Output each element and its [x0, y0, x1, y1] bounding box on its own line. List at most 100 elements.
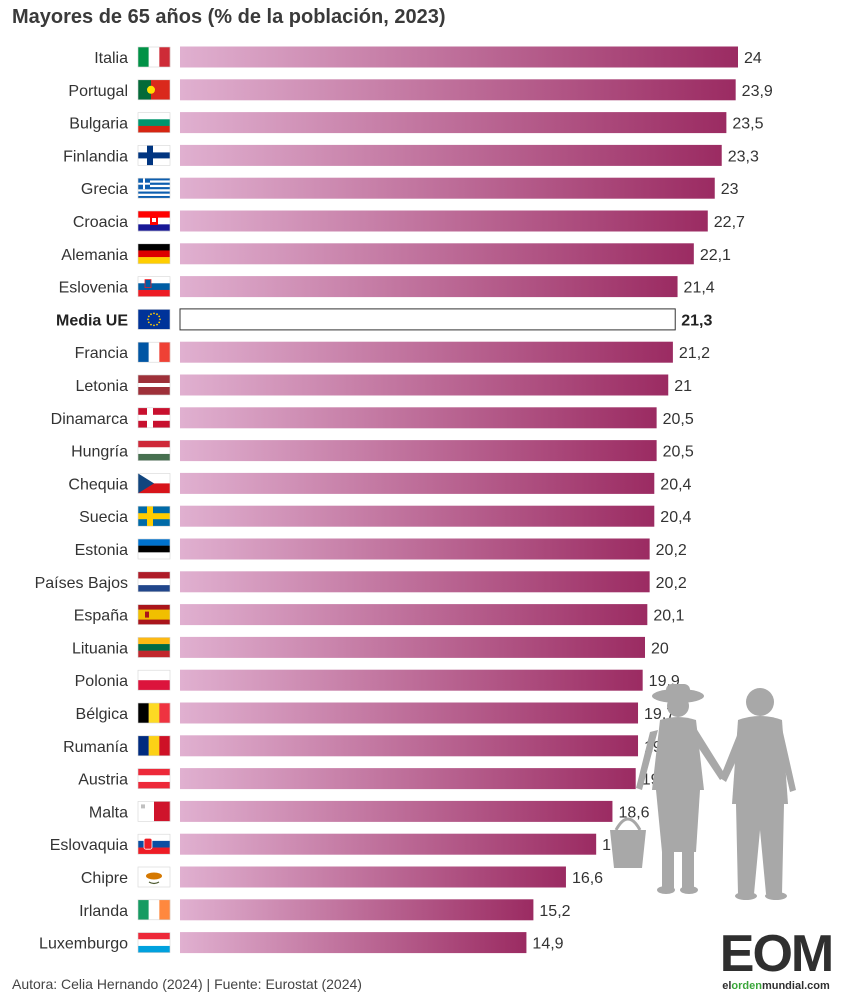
bar-row: Bulgaria 23,5	[69, 112, 764, 134]
bar	[180, 604, 648, 626]
bar-chart: Italia 24 Portugal 23,9 Bulgaria 23,5 Finlandi…	[35, 46, 773, 954]
bar-row: Letonia 21	[76, 374, 692, 396]
bar-row: Grecia 23	[81, 177, 739, 199]
bar-row: Austria19,6	[78, 768, 673, 790]
bar-row: Lituania 20	[72, 636, 669, 658]
value-label: 21	[674, 378, 692, 395]
lithuania-flag-icon	[137, 637, 171, 658]
value-label: 14,9	[532, 936, 563, 953]
value-label: 21,3	[681, 312, 712, 329]
category-label: Eslovaquia	[50, 837, 128, 854]
bar-row: Chipre 16,6	[81, 866, 603, 888]
bar	[180, 636, 645, 658]
bar	[180, 407, 657, 429]
category-label: Dinamarca	[51, 411, 128, 428]
slovenia-flag-icon	[137, 276, 171, 297]
category-label: Grecia	[81, 181, 128, 198]
bar	[180, 276, 678, 298]
bar-row: Italia 24	[94, 46, 762, 68]
chart-title: Mayores de 65 años (% de la población, 2…	[12, 6, 446, 28]
poland-flag-icon	[137, 669, 171, 691]
value-label: 16,6	[572, 870, 603, 887]
bar-row: Eslovenia 21,4	[59, 276, 715, 298]
slovakia-flag-icon	[137, 833, 171, 855]
bar	[180, 833, 597, 855]
bar	[180, 46, 738, 68]
category-label: Estonia	[75, 542, 128, 559]
netherlands-flag-icon	[137, 571, 171, 593]
germany-flag-icon	[137, 243, 171, 265]
bar-row: Bélgica 19,7	[76, 702, 675, 724]
bar-row: Dinamarca 20,5	[51, 407, 694, 429]
austria-flag-icon	[137, 768, 171, 789]
bar-row: Hungría 20,5	[71, 440, 694, 462]
bar-row: Finlandia 23,3	[63, 144, 759, 166]
value-label: 15,2	[539, 903, 570, 920]
logo-url: elordenmundial.com	[722, 980, 830, 992]
portugal-flag-icon	[137, 79, 171, 101]
category-label: Malta	[89, 804, 128, 821]
category-label: España	[74, 608, 128, 625]
latvia-flag-icon	[137, 374, 171, 396]
category-label: Chequia	[68, 476, 128, 493]
bar	[180, 735, 639, 757]
value-label: 20	[651, 640, 669, 657]
elderly-couple-icon	[610, 684, 796, 900]
bar-row: España 20,1	[74, 604, 685, 626]
bar-row: Chequia 20,4	[68, 472, 692, 494]
eom-logo: EOM elordenmundial.com	[712, 928, 840, 992]
value-label: 18,6	[618, 804, 649, 821]
bar	[180, 505, 655, 527]
bar-row: Irlanda 15,2	[79, 899, 571, 921]
bar-row: Eslovaquia17,9	[50, 833, 633, 855]
category-label: Austria	[78, 772, 128, 789]
value-label: 22,7	[714, 214, 745, 231]
category-label: Países Bajos	[35, 575, 128, 592]
category-label: Hungría	[71, 444, 128, 461]
category-label: Media UE	[56, 312, 128, 329]
category-label: Italia	[94, 50, 128, 67]
denmark-flag-icon	[137, 407, 171, 429]
category-label: Lituania	[72, 640, 128, 657]
category-label: Chipre	[81, 870, 128, 887]
bar	[180, 177, 715, 199]
bar	[180, 571, 650, 593]
luxembourg-flag-icon	[137, 932, 171, 953]
bar	[180, 210, 708, 232]
greece-flag-icon	[137, 177, 171, 199]
france-flag-icon	[137, 341, 171, 363]
spain-flag-icon	[137, 604, 171, 625]
bulgaria-flag-icon	[137, 112, 171, 133]
category-label: Croacia	[73, 214, 128, 231]
bar	[180, 800, 613, 822]
bar-row: Suecia 20,4	[79, 505, 692, 527]
value-label: 20,5	[663, 444, 694, 461]
bar	[180, 899, 534, 921]
bar-row: Francia 21,2	[75, 341, 710, 363]
bar-row: Estonia 20,2	[75, 538, 687, 560]
value-label: 20,4	[660, 476, 691, 493]
italy-flag-icon	[137, 46, 171, 68]
category-label: Luxemburgo	[39, 936, 128, 953]
bar	[179, 308, 676, 331]
czechia-flag-icon	[137, 473, 171, 494]
value-label: 20,1	[653, 608, 684, 625]
value-label: 23,5	[732, 116, 763, 133]
category-label: Alemania	[61, 247, 128, 264]
value-label: 20,2	[656, 575, 687, 592]
category-label: Rumanía	[63, 739, 128, 756]
category-label: Eslovenia	[59, 280, 128, 297]
category-label: Bélgica	[76, 706, 129, 723]
bar-row: Croacia 22,7	[73, 210, 745, 232]
value-label: 23,3	[728, 148, 759, 165]
category-label: Letonia	[76, 378, 129, 395]
value-label: 20,2	[656, 542, 687, 559]
bar	[180, 243, 694, 265]
bar-row: Rumanía19,7	[63, 735, 675, 757]
bar	[180, 866, 566, 888]
bar	[180, 538, 650, 560]
category-label: Finlandia	[63, 148, 128, 165]
bar	[180, 932, 527, 954]
bar	[180, 669, 643, 691]
bar	[180, 472, 655, 494]
